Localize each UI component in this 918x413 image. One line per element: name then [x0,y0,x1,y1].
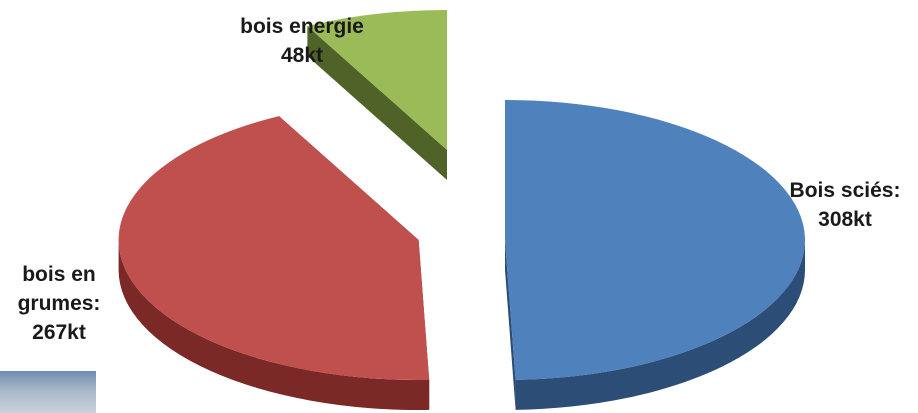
slice-label-bois-scies: Bois sciés: 308kt [780,176,910,234]
slice-value: 308kt [818,208,872,231]
pie-slice-1 [118,116,430,380]
pie-slice-cut-face-2-0 [307,26,447,180]
slice-category: Bois sciés: [789,179,901,202]
slice-category-line-2: grumes: [17,292,101,315]
pie-slice-side-1 [118,240,430,410]
slice-label-bois-en-grumes: bois en grumes: 267kt [0,260,118,347]
slice-category: bois energie [240,15,364,38]
slice-category-line-1: bois en [22,263,96,286]
slice-value: 267kt [32,321,86,344]
pie-slice-2 [307,10,447,150]
pie-slice-0 [505,100,805,380]
background-photo-fragment [0,371,96,413]
pie-slice-cut-face-0-1 [505,240,516,410]
slice-value: 48kt [280,44,324,67]
slice-label-bois-energie: bois energie 48kt [222,12,382,70]
pie-slice-side-0 [515,240,805,410]
